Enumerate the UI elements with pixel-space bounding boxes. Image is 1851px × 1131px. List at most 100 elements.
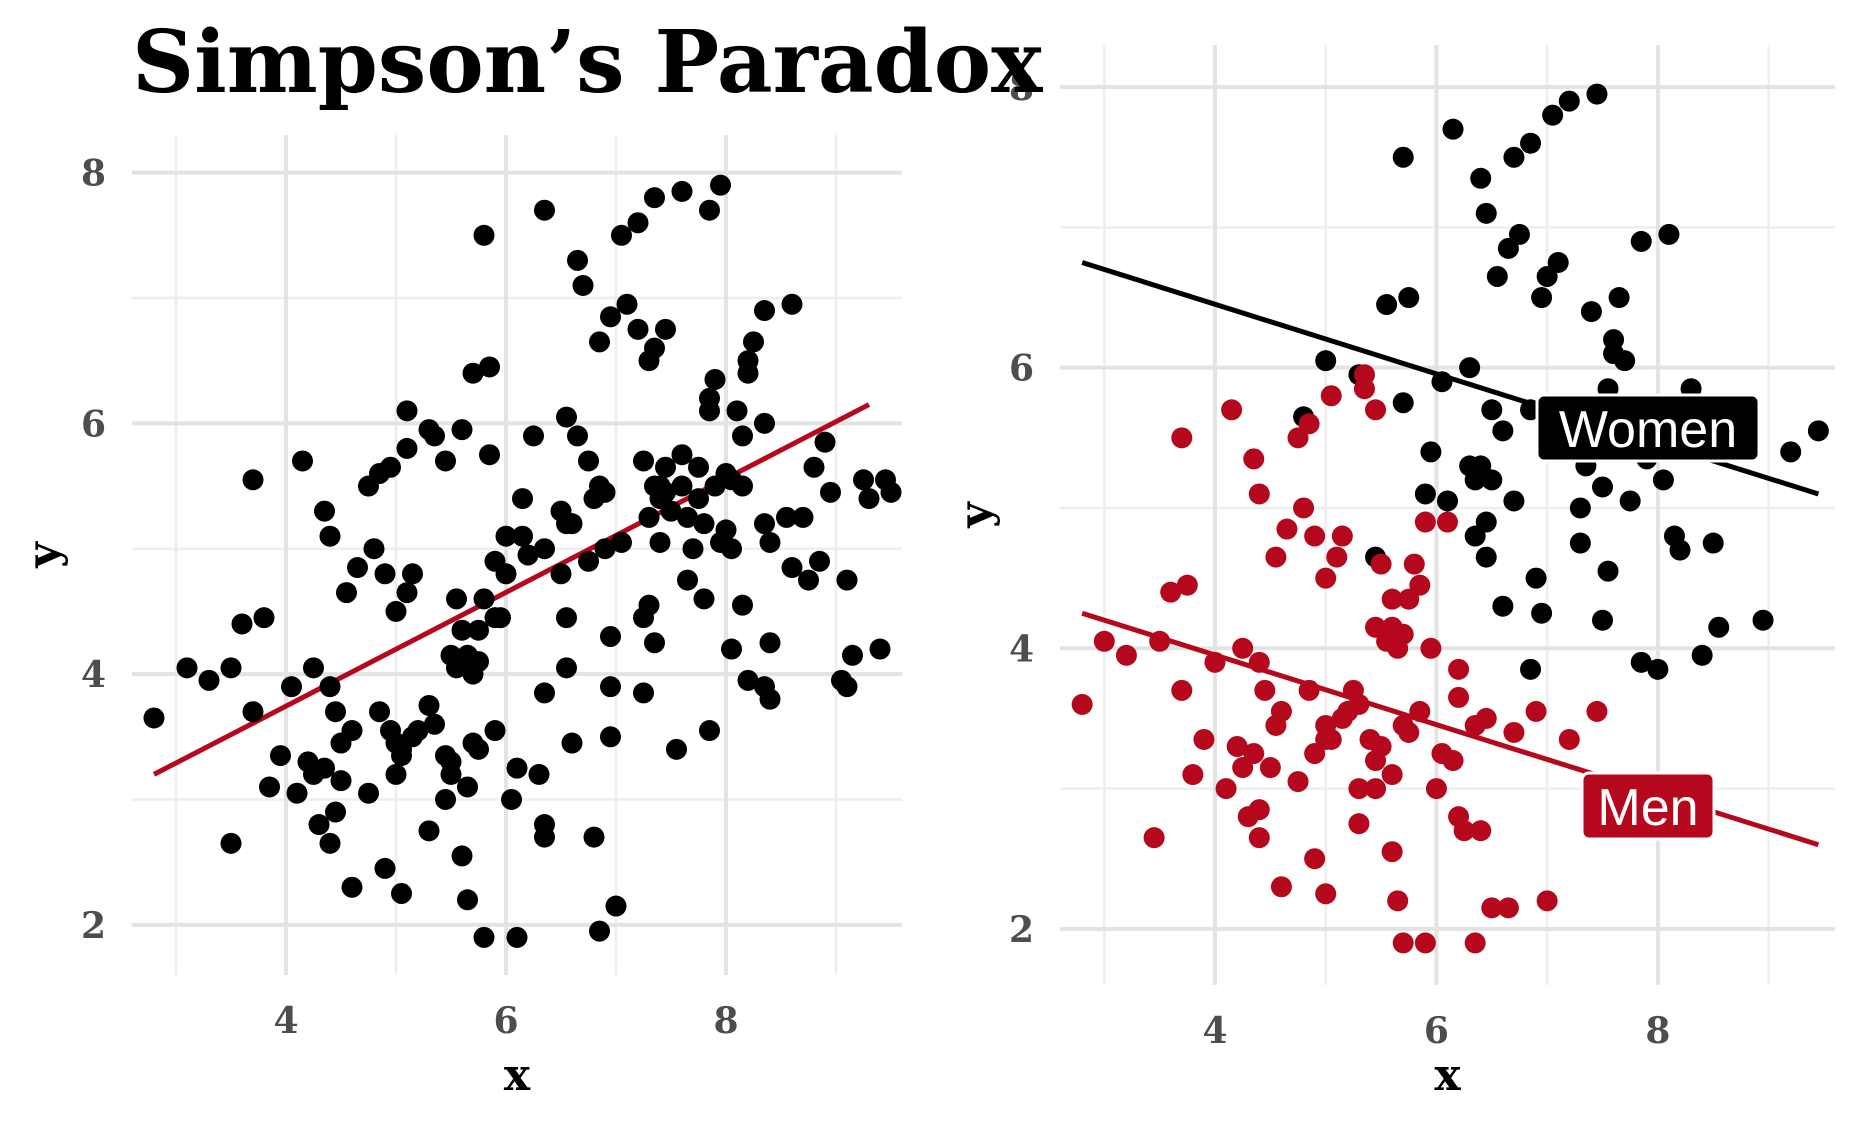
data-point-all: [655, 481, 676, 503]
data-point-all: [319, 525, 341, 547]
data-point-all: [737, 362, 759, 384]
x-tick-label: 6: [493, 1000, 518, 1042]
data-point-women: [1459, 357, 1481, 379]
data-point-men: [1270, 700, 1292, 722]
data-point-all: [506, 926, 528, 948]
data-point-all: [363, 538, 385, 560]
data-point-all: [726, 400, 748, 422]
data-point-women: [1652, 469, 1674, 491]
data-point-women: [1542, 104, 1564, 126]
data-point-men: [1276, 518, 1298, 540]
data-point-men: [1353, 364, 1375, 386]
data-point-men: [1315, 883, 1337, 905]
data-point-all: [589, 331, 610, 353]
data-point-men: [1248, 483, 1270, 505]
data-point-men: [1248, 799, 1270, 821]
data-point-women: [1442, 118, 1464, 140]
data-point-men: [1331, 525, 1353, 547]
data-point-all: [556, 657, 577, 679]
data-point-men: [1475, 707, 1497, 729]
data-point-all: [231, 613, 253, 635]
data-point-all: [600, 676, 621, 698]
data-point-men: [1254, 679, 1276, 701]
data-point-all: [600, 726, 621, 748]
data-point-all: [341, 876, 363, 898]
data-point-all: [440, 751, 462, 773]
data-point-all: [561, 513, 583, 535]
data-point-all: [479, 356, 500, 378]
data-point-all: [534, 538, 555, 560]
data-point-women: [1619, 490, 1641, 512]
data-point-all: [319, 676, 341, 698]
data-point-all: [407, 720, 429, 742]
data-point-all: [699, 387, 720, 409]
data-point-all: [611, 531, 632, 553]
data-point-men: [1503, 721, 1525, 743]
data-point-all: [402, 563, 423, 585]
data-point-all: [677, 569, 698, 591]
chart-title: Simpson’s Paradox: [132, 12, 1043, 113]
data-point-all: [457, 776, 478, 798]
data-point-all: [517, 544, 539, 566]
data-point-all: [556, 406, 577, 428]
data-point-all: [671, 180, 693, 202]
data-point-all: [451, 845, 473, 867]
series-label-text-women: Women: [1559, 401, 1737, 459]
data-point-all: [649, 531, 671, 553]
data-point-women: [1647, 658, 1669, 680]
data-point-all: [732, 594, 753, 616]
data-point-all: [798, 569, 819, 591]
data-point-men: [1193, 728, 1215, 750]
data-point-all: [303, 657, 324, 679]
data-point-women: [1531, 602, 1553, 624]
data-point-men: [1221, 399, 1243, 421]
data-point-all: [418, 694, 440, 716]
series-label-text-men: Men: [1597, 779, 1698, 837]
data-point-all: [578, 550, 599, 572]
data-point-all: [484, 720, 506, 742]
data-point-men: [1232, 757, 1254, 779]
data-point-men: [1370, 735, 1392, 757]
data-point-all: [820, 481, 841, 503]
data-point-men: [1320, 728, 1342, 750]
data-point-all: [671, 475, 693, 497]
data-point-all: [176, 657, 198, 679]
data-point-men: [1232, 637, 1254, 659]
data-point-women: [1752, 609, 1774, 631]
x-tick-label: 8: [1645, 1010, 1670, 1052]
data-point-men: [1409, 574, 1431, 596]
data-point-all: [754, 300, 775, 322]
data-point-all: [759, 531, 781, 553]
data-point-all: [704, 368, 726, 390]
data-point-all: [836, 676, 858, 698]
data-point-all: [638, 594, 660, 616]
data-point-men: [1392, 623, 1414, 645]
data-point-all: [616, 293, 638, 315]
data-point-all: [594, 538, 616, 560]
data-point-women: [1315, 350, 1337, 372]
data-point-all: [523, 425, 544, 447]
data-point-all: [242, 701, 264, 723]
data-point-all: [743, 331, 764, 353]
data-point-all: [451, 619, 473, 641]
data-point-all: [220, 832, 242, 854]
data-point-all: [374, 563, 396, 585]
data-point-all: [688, 488, 709, 510]
data-point-men: [1392, 932, 1414, 954]
data-point-all: [688, 456, 709, 478]
data-point-men: [1226, 735, 1248, 757]
data-point-all: [468, 738, 489, 760]
data-point-all: [853, 469, 874, 491]
data-point-all: [495, 563, 517, 585]
data-point-all: [380, 456, 401, 478]
data-point-women: [1420, 441, 1442, 463]
data-point-all: [633, 450, 654, 472]
data-point-all: [473, 588, 495, 610]
data-point-all: [759, 688, 781, 710]
data-point-women: [1580, 301, 1602, 323]
panel-right-by-group: 4 6 8 2 4 6 8 x y Women Men: [950, 45, 1835, 1101]
data-point-all: [484, 607, 506, 629]
data-point-men: [1243, 448, 1265, 470]
data-point-all: [836, 569, 858, 591]
